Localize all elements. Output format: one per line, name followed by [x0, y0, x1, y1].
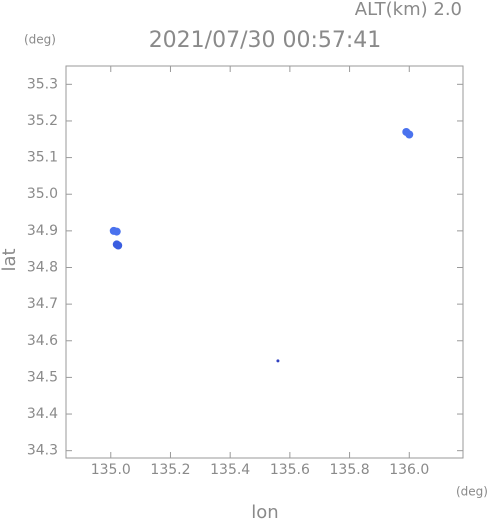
- x-tick-label: 135.6: [270, 462, 310, 478]
- x-tick-label: 135.2: [150, 462, 190, 478]
- x-tick-label: 135.4: [210, 462, 250, 478]
- y-axis-label: lat: [0, 248, 20, 271]
- x-tick-label: 136.0: [389, 462, 429, 478]
- plot-frame: [65, 65, 464, 459]
- y-tick-label: 35.2: [27, 113, 58, 129]
- chart-title: 2021/07/30 00:57:41: [149, 28, 382, 53]
- altitude-label: ALT(km) 2.0: [355, 0, 462, 20]
- x-tick-label: 135.8: [330, 462, 370, 478]
- y-tick-label: 34.8: [27, 259, 58, 275]
- data-point: [276, 359, 280, 363]
- data-point: [114, 241, 123, 250]
- y-tick-label: 35.0: [27, 186, 58, 202]
- y-tick-label: 34.7: [27, 296, 58, 312]
- x-unit: (deg): [456, 485, 488, 499]
- x-axis-label: lon: [251, 502, 278, 521]
- y-tick-label: 34.3: [27, 443, 58, 459]
- y-tick-label: 35.3: [27, 76, 58, 92]
- y-tick-label: 35.1: [27, 150, 58, 166]
- y-tick-label: 34.9: [27, 223, 58, 239]
- x-tick-label: 135.0: [91, 462, 131, 478]
- y-tick-label: 34.5: [27, 369, 58, 385]
- y-unit: (deg): [24, 33, 56, 47]
- data-point: [405, 130, 414, 139]
- data-point: [112, 227, 121, 236]
- y-tick-label: 34.4: [27, 406, 58, 422]
- y-tick-label: 34.6: [27, 333, 58, 349]
